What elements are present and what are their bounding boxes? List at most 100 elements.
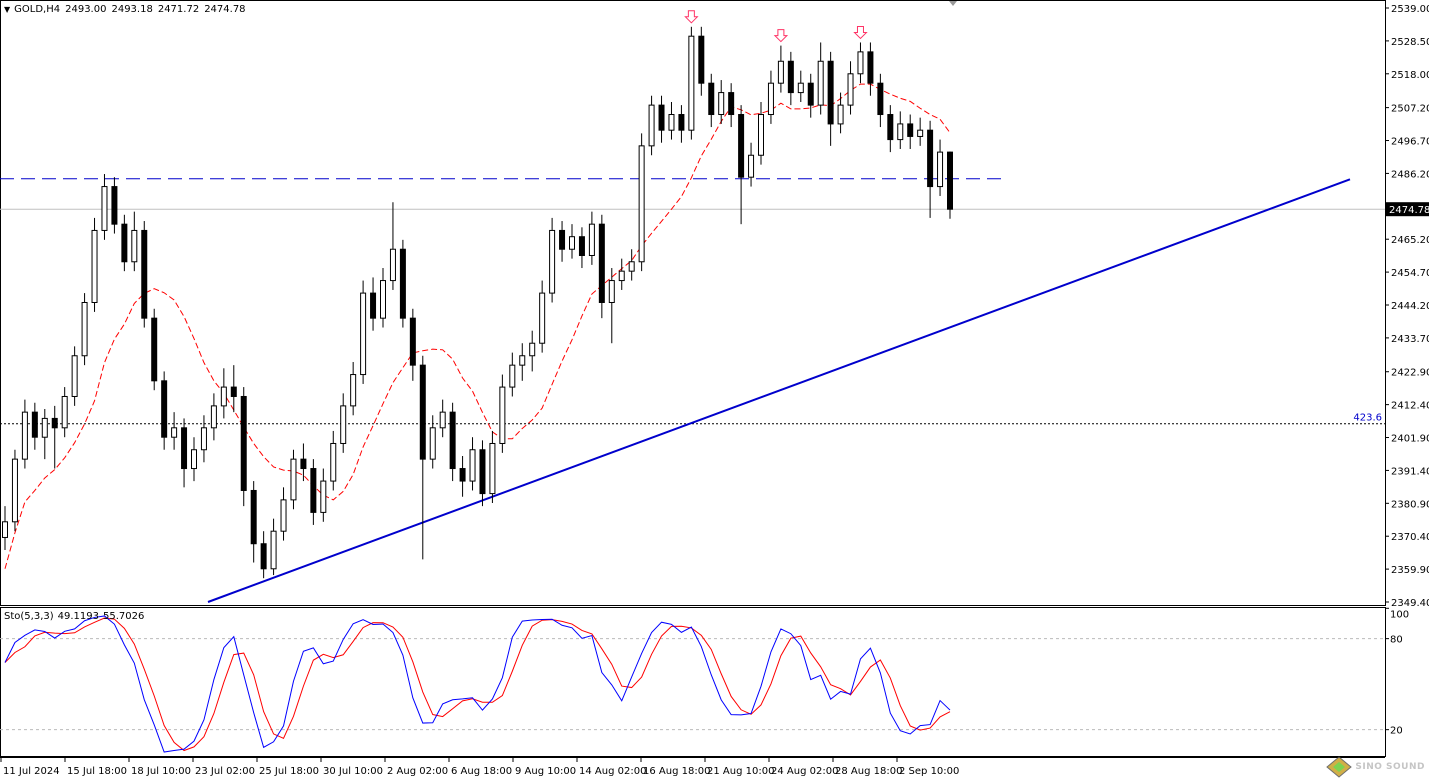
candle-body xyxy=(688,35,695,131)
price-tick-label: 2380.90 xyxy=(1391,499,1429,510)
price-tick-label: 2486.20 xyxy=(1391,169,1429,180)
candle xyxy=(678,105,685,143)
candle-body xyxy=(41,417,48,438)
candle-body xyxy=(51,417,58,429)
candle-body xyxy=(648,104,655,147)
candle xyxy=(937,139,944,196)
candle-body xyxy=(419,364,426,460)
candle xyxy=(370,277,377,331)
candle-body xyxy=(240,395,247,491)
candle xyxy=(210,393,217,441)
candle xyxy=(857,42,864,84)
price-tick-label: 2528.50 xyxy=(1391,37,1429,48)
candle xyxy=(171,412,178,450)
candle-body xyxy=(817,60,824,106)
candle xyxy=(340,393,347,453)
candle-body xyxy=(320,480,327,513)
candle xyxy=(250,481,257,563)
candle xyxy=(668,101,675,140)
high-value: 2493.18 xyxy=(111,4,153,15)
symbol-label: GOLD,H4 xyxy=(14,4,61,15)
price-tick-label: 2539.00 xyxy=(1391,4,1429,15)
stochastic-main-value: 49.1193 xyxy=(57,611,99,622)
candle-body xyxy=(877,82,884,116)
candle-body xyxy=(668,114,675,131)
chart-shift-marker-icon xyxy=(949,1,957,6)
candle xyxy=(509,352,516,397)
candle xyxy=(131,211,138,272)
candle xyxy=(350,362,357,416)
time-tick-label: 15 Jul 18:00 xyxy=(67,766,127,777)
candle xyxy=(449,402,456,482)
candle xyxy=(479,440,486,507)
candle xyxy=(559,221,566,262)
fibonacci-level-label: 423.6 xyxy=(1353,413,1382,424)
time-tick-label: 18 Jul 10:00 xyxy=(131,766,191,777)
candle-body xyxy=(230,386,237,397)
candle xyxy=(409,308,416,381)
candle-body xyxy=(449,411,456,470)
candle-body xyxy=(748,154,755,178)
stochastic-name: Sto(5,3,3) xyxy=(4,611,54,622)
candle xyxy=(41,409,48,460)
logo-text: SINO SOUND xyxy=(1355,762,1425,772)
candle-body xyxy=(131,229,138,263)
candle xyxy=(360,280,367,384)
price-tick-label: 2422.90 xyxy=(1391,368,1429,379)
close-value: 2474.78 xyxy=(204,4,246,15)
candle-body xyxy=(618,270,625,282)
candle-body xyxy=(71,355,78,397)
candle-body xyxy=(389,248,396,282)
candle-body xyxy=(340,405,347,444)
candle xyxy=(141,221,148,328)
price-tick-label: 2518.00 xyxy=(1391,70,1429,81)
candle xyxy=(320,468,327,522)
candle xyxy=(330,430,337,491)
current-price-box xyxy=(1386,202,1429,217)
candle-body xyxy=(509,364,516,388)
ascending-trendline xyxy=(207,178,1351,603)
open-value: 2493.00 xyxy=(65,4,107,15)
candle-body xyxy=(210,405,217,429)
candle xyxy=(220,368,227,419)
dropdown-triangle-icon[interactable]: ▼ xyxy=(4,5,11,14)
candle xyxy=(2,506,8,550)
candle xyxy=(459,456,466,497)
candle-body xyxy=(91,229,98,303)
time-tick-label: 2 Aug 02:00 xyxy=(387,766,448,777)
candle xyxy=(588,211,595,265)
candle-body xyxy=(409,317,416,366)
candle-body xyxy=(121,223,128,263)
candle xyxy=(658,95,665,143)
candle xyxy=(191,437,197,482)
candle-body xyxy=(81,301,88,357)
candle-body xyxy=(549,229,556,294)
candle-body xyxy=(857,51,864,75)
stochastic-main-line xyxy=(4,615,951,753)
candle-body xyxy=(678,114,685,131)
candle xyxy=(121,214,128,272)
chart-header: ▼ GOLD,H4 2493.00 2493.18 2471.72 2474.78 xyxy=(4,4,251,15)
candle xyxy=(439,399,446,438)
candle xyxy=(11,449,18,532)
candle xyxy=(877,73,884,128)
candle-body xyxy=(101,186,108,231)
candle-body xyxy=(280,499,287,532)
candle-body xyxy=(937,151,944,188)
candle xyxy=(489,430,496,503)
price-tick-label: 2401.90 xyxy=(1391,434,1429,445)
candle xyxy=(151,308,158,391)
candle-body xyxy=(738,114,745,178)
candle-body xyxy=(777,60,784,84)
candle-body xyxy=(887,114,894,141)
candle xyxy=(578,227,585,269)
price-tick-label: 2496.70 xyxy=(1391,137,1429,148)
candle xyxy=(947,151,953,219)
candle-body xyxy=(360,292,367,376)
candle-body xyxy=(429,427,436,460)
candle-body xyxy=(260,543,267,570)
candle-body xyxy=(927,129,934,188)
candle-body xyxy=(499,386,506,444)
candle xyxy=(728,83,735,128)
